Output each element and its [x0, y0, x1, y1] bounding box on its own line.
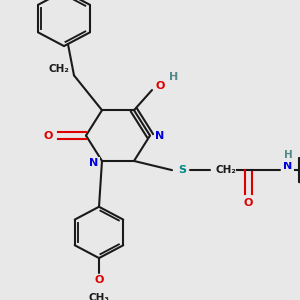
- Text: O: O: [243, 198, 253, 208]
- Text: S: S: [178, 165, 186, 175]
- Text: CH₂: CH₂: [215, 165, 236, 175]
- Text: N: N: [89, 158, 99, 168]
- Text: O: O: [155, 81, 165, 92]
- Text: N: N: [155, 130, 165, 141]
- Text: CH₃: CH₃: [88, 293, 110, 300]
- Text: O: O: [43, 130, 53, 141]
- Text: O: O: [94, 275, 104, 285]
- Text: CH₂: CH₂: [48, 64, 69, 74]
- Text: N: N: [284, 161, 292, 172]
- Text: H: H: [169, 72, 178, 82]
- Text: H: H: [284, 151, 292, 160]
